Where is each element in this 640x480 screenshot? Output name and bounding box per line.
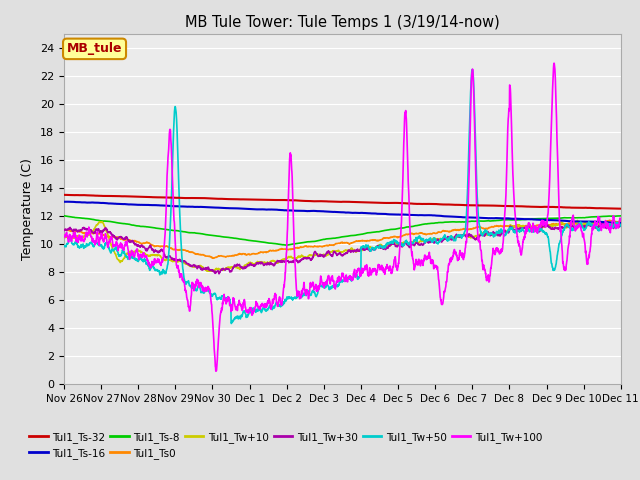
Legend: Tul1_Ts-32, Tul1_Ts-16, Tul1_Ts-8, Tul1_Ts0, Tul1_Tw+10, Tul1_Tw+30, Tul1_Tw+50,: Tul1_Ts-32, Tul1_Ts-16, Tul1_Ts-8, Tul1_… [25, 428, 546, 463]
Y-axis label: Temperature (C): Temperature (C) [22, 158, 35, 260]
Title: MB Tule Tower: Tule Temps 1 (3/19/14-now): MB Tule Tower: Tule Temps 1 (3/19/14-now… [185, 15, 500, 30]
Text: MB_tule: MB_tule [67, 42, 122, 55]
